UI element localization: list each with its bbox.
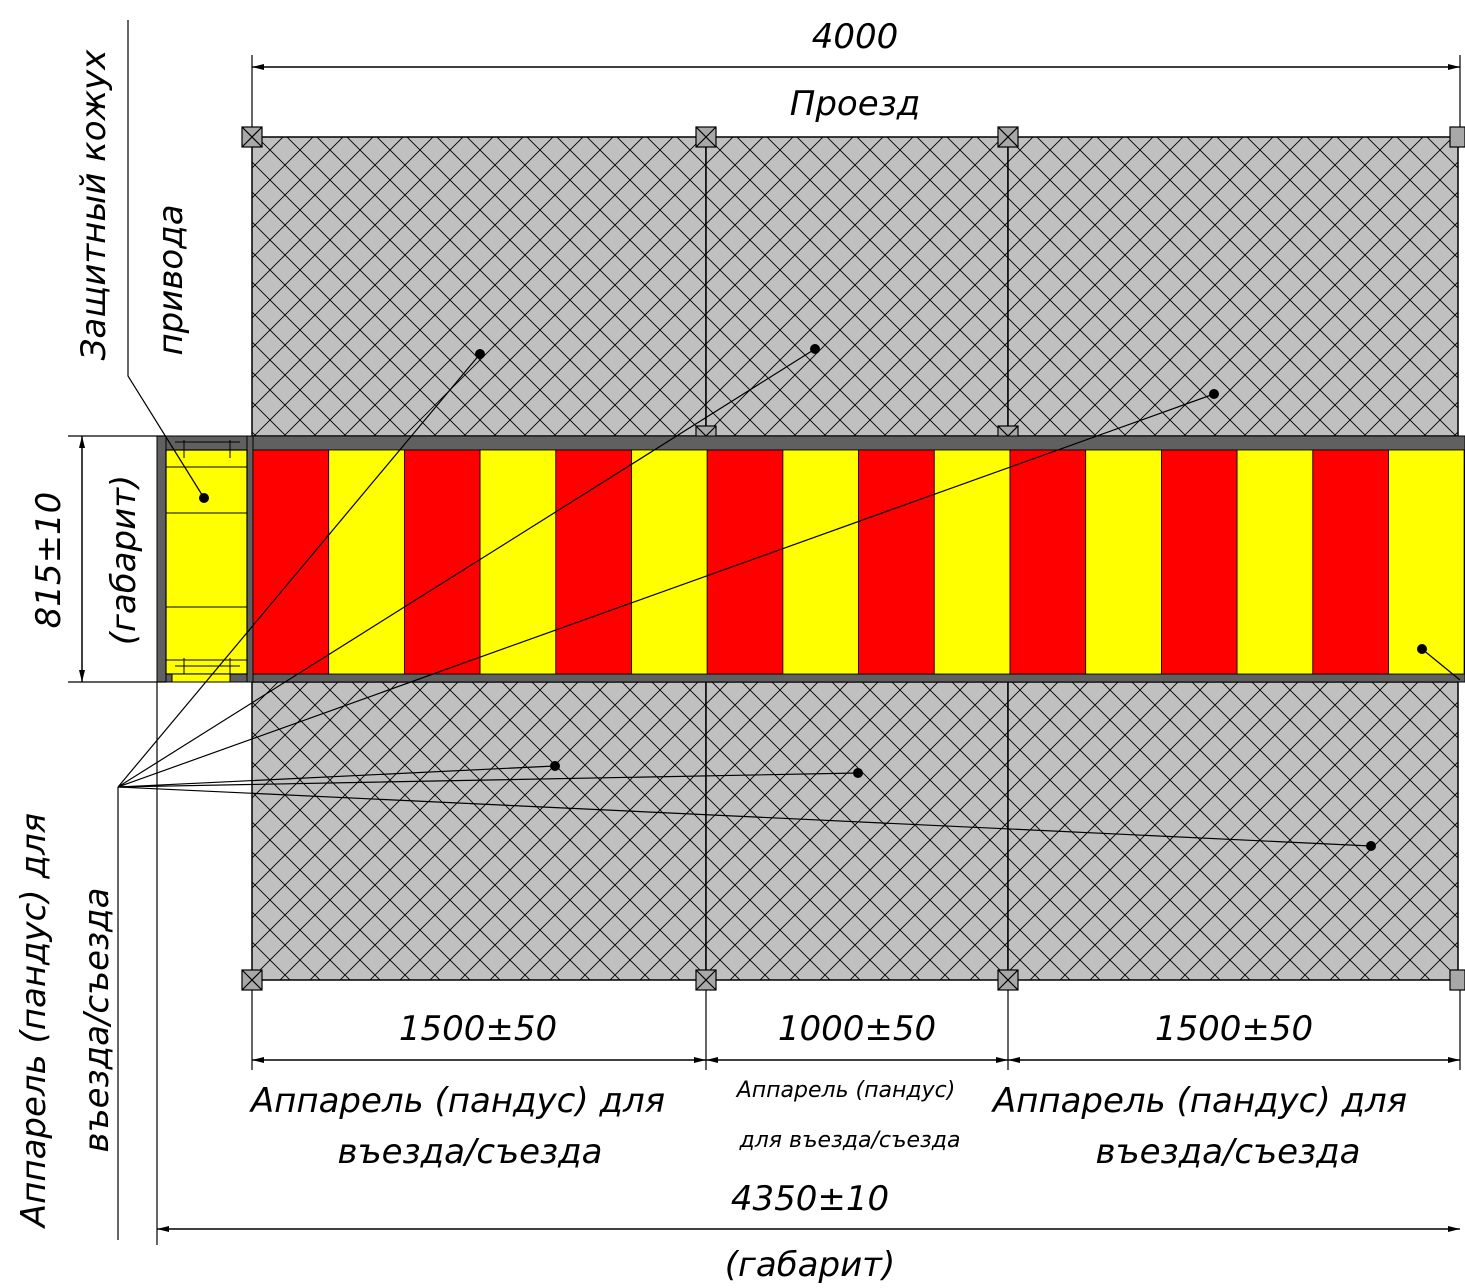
stripe-yellow xyxy=(1236,449,1314,675)
label-drive-cover-line2: привода xyxy=(151,204,191,355)
stripe-yellow xyxy=(1388,449,1465,675)
bottom-ramp-panel-middle xyxy=(705,681,1009,981)
label-passage: Проезд xyxy=(790,84,920,124)
stripe-yellow xyxy=(1085,449,1162,675)
label-drive-cover-line1: Защитный кожух xyxy=(74,49,114,361)
leader-dot xyxy=(853,768,863,778)
label-ramp-right-line2: въезда/съезда xyxy=(1096,1132,1361,1172)
stripe-red xyxy=(403,449,481,675)
top-ramp-panel-right xyxy=(1007,136,1459,437)
label-ramp-left-line1: Аппарель (пандус) для xyxy=(249,1081,665,1121)
drive-cover-body xyxy=(165,449,248,675)
dim-depth-note: (габарит) xyxy=(104,475,144,646)
stripe-yellow xyxy=(631,449,708,675)
barrier-top-rail xyxy=(156,435,1465,451)
drive-cover xyxy=(165,440,248,683)
leader-dot xyxy=(1366,841,1376,851)
leader-dot xyxy=(1209,389,1219,399)
stripe-red xyxy=(1312,449,1389,675)
stripe-yellow xyxy=(782,449,860,675)
leader-lines xyxy=(117,20,1461,1240)
top-ramp-panel-middle xyxy=(705,136,1009,437)
leader-dot xyxy=(199,493,209,503)
label-ramp-right-line1: Аппарель (пандус) для xyxy=(991,1081,1407,1121)
stripe-yellow xyxy=(479,449,557,675)
drive-cover-base xyxy=(171,673,231,683)
stripe-red xyxy=(858,449,935,675)
bottom-ramp-panel-right xyxy=(1007,681,1459,981)
leader-dot xyxy=(475,349,485,359)
dim-right-ramp: 1500±50 xyxy=(1155,1009,1313,1049)
stripe-red xyxy=(1161,449,1238,675)
fixing-plates xyxy=(241,126,1465,991)
leader-dot xyxy=(810,344,820,354)
label-ramp-left-line2: въезда/съезда xyxy=(338,1132,603,1172)
stripe-yellow xyxy=(328,449,405,675)
dim-left-ramp: 1500±50 xyxy=(399,1009,557,1049)
leader-dot xyxy=(1417,644,1427,654)
label-ramp-side-line1: Аппарель (пандус) для xyxy=(14,813,54,1229)
dim-overall: 4350±10 xyxy=(731,1179,889,1219)
label-ramp-side-line2: въезда/съезда xyxy=(77,888,117,1153)
barrier-stripes xyxy=(252,449,1465,675)
top-ramp-panel-left xyxy=(251,136,707,437)
top-ramps xyxy=(251,136,1459,437)
barrier-end-rail xyxy=(246,435,254,683)
bottom-ramp-panel-left xyxy=(251,681,707,981)
leader-dot xyxy=(550,761,560,771)
dim-depth: 815±10 xyxy=(29,492,69,629)
stripe-yellow xyxy=(933,449,1011,675)
fixing-plate xyxy=(1449,126,1465,148)
label-ramp-middle-line2: для въезда/съезда xyxy=(739,1128,961,1153)
stripe-red xyxy=(1009,449,1087,675)
dim-middle-ramp: 1000±50 xyxy=(778,1009,936,1049)
dimension-lines xyxy=(79,64,1460,1232)
stripe-red xyxy=(555,449,632,675)
stripe-red xyxy=(252,449,330,675)
label-ramp-middle-line1: Аппарель (пандус) xyxy=(735,1078,956,1103)
fixing-plate xyxy=(1449,969,1465,991)
leader-dots xyxy=(199,344,1427,851)
barrier-left-rail xyxy=(156,435,167,683)
barrier-bottom-rail xyxy=(156,673,1465,683)
dim-top-width: 4000 xyxy=(812,17,899,57)
dim-overall-note: (габарит) xyxy=(725,1245,896,1285)
bottom-ramps xyxy=(251,681,1459,981)
